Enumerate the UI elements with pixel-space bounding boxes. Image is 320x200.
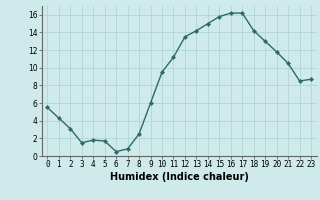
X-axis label: Humidex (Indice chaleur): Humidex (Indice chaleur) <box>110 172 249 182</box>
